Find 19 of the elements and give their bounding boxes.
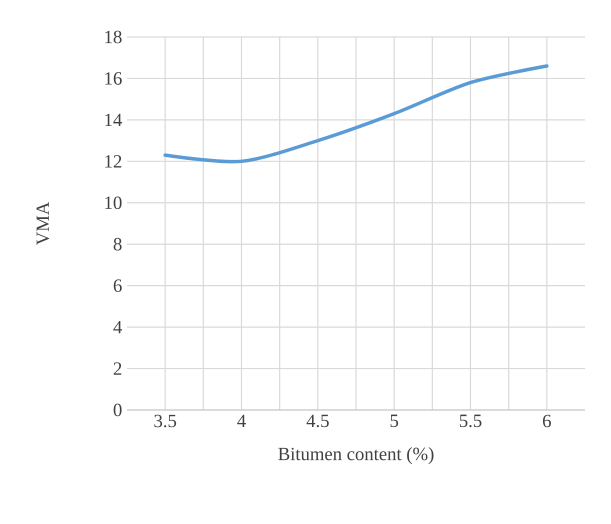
y-tick-label: 4 (113, 320, 122, 334)
x-tick-label: 4.5 (306, 414, 329, 428)
y-tick-label: 8 (114, 238, 122, 251)
line-series (163, 64, 549, 164)
y-tick-label: 16 (105, 72, 122, 85)
x-tick-label: 3.5 (154, 414, 176, 428)
x-tick-label: 5.5 (460, 414, 482, 428)
x-tick-label: 5 (390, 414, 398, 428)
y-tick-label: 2 (114, 362, 122, 375)
y-tick-label: 0 (114, 404, 122, 416)
y-tick-label: 18 (105, 30, 122, 44)
x-axis-title: Bitumen content (%) (278, 447, 434, 464)
y-axis-title: VMA (36, 202, 50, 246)
y-tick-label: 6 (114, 279, 122, 292)
y-tick-label: 12 (105, 155, 122, 168)
x-tick-label: 6 (542, 414, 551, 428)
y-tick-label: 10 (105, 196, 122, 210)
x-tick-label: 4 (237, 414, 246, 427)
y-tick-label: 14 (105, 114, 122, 126)
